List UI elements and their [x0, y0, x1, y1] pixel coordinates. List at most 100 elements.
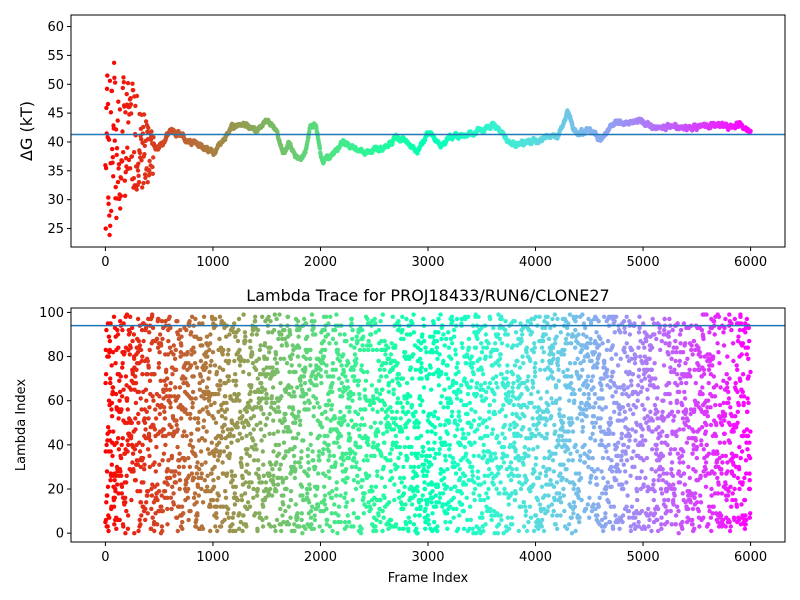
lambda-point	[225, 511, 230, 516]
lambda-point	[226, 515, 231, 520]
lambda-point	[462, 376, 467, 381]
lambda-point	[238, 519, 243, 525]
lambda-point	[175, 528, 180, 534]
lambda-point	[103, 372, 109, 377]
lambda-point	[270, 385, 276, 390]
lambda-point	[355, 480, 361, 485]
lambda-point	[369, 453, 374, 459]
lambda-point	[168, 475, 173, 481]
delta-g-point	[146, 125, 151, 131]
lambda-point	[115, 482, 120, 487]
lambda-point	[105, 524, 110, 529]
lambda-point	[531, 350, 536, 355]
lambda-point	[139, 327, 145, 333]
lambda-point	[369, 484, 374, 489]
lambda-point	[136, 389, 142, 395]
lambda-point	[511, 473, 516, 478]
lambda-point	[283, 453, 288, 459]
lambda-point	[209, 440, 214, 445]
lambda-point	[457, 513, 462, 518]
lambda-point	[422, 486, 428, 492]
lambda-point	[400, 327, 405, 333]
lambda-point	[459, 491, 464, 496]
lambda-point	[271, 327, 277, 333]
lambda-point	[124, 480, 129, 485]
lambda-point	[358, 422, 363, 428]
lambda-point	[116, 416, 121, 421]
lambda-point	[312, 513, 317, 518]
lambda-point	[444, 511, 450, 516]
lambda-point	[411, 352, 416, 357]
lambda-point	[445, 405, 451, 410]
lambda-point	[359, 484, 364, 489]
lambda-point	[337, 332, 343, 337]
lambda-point	[471, 491, 476, 496]
lambda-point	[273, 352, 279, 357]
delta-g-point	[134, 93, 140, 99]
lambda-point	[204, 365, 209, 370]
lambda-point	[109, 407, 114, 412]
lambda-point	[203, 460, 208, 465]
lambda-point	[235, 338, 241, 344]
lambda-point	[275, 429, 281, 434]
lambda-point	[412, 513, 418, 518]
lambda-point	[341, 458, 346, 463]
lambda-point	[249, 480, 254, 485]
delta-g-point	[119, 176, 124, 181]
lambda-point	[227, 528, 232, 534]
lambda-point	[519, 504, 524, 509]
lambda-point	[225, 444, 230, 450]
lambda-point	[429, 429, 434, 434]
lambda-point	[118, 319, 123, 324]
lambda-point	[326, 469, 331, 474]
lambda-point	[404, 522, 409, 527]
lambda-point	[210, 497, 216, 503]
lambda-point	[437, 447, 442, 452]
lambda-point	[427, 453, 433, 459]
lambda-point	[199, 462, 204, 467]
lambda-point	[245, 500, 251, 505]
lambda-point	[288, 332, 293, 337]
delta-g-x-tick-label: 6000	[734, 255, 767, 270]
lambda-point	[518, 486, 524, 492]
lambda-point	[248, 431, 253, 436]
lambda-point	[202, 438, 208, 443]
lambda-point	[148, 438, 153, 443]
lambda-point	[391, 391, 396, 397]
lambda-point	[149, 506, 154, 512]
lambda-point	[293, 502, 299, 507]
lambda-point	[329, 495, 335, 500]
lambda-point	[476, 314, 481, 319]
lambda-point	[205, 484, 210, 489]
lambda-point	[415, 489, 420, 494]
lambda-point	[330, 336, 336, 342]
delta-g-point	[107, 213, 112, 218]
lambda-point	[330, 367, 335, 372]
lambda-point	[466, 314, 471, 319]
lambda-point	[385, 458, 390, 463]
lambda-point	[526, 374, 531, 379]
lambda-point	[185, 383, 191, 388]
lambda-point	[208, 504, 213, 509]
lambda-point	[400, 405, 405, 410]
lambda-point	[225, 352, 231, 357]
lambda-point	[194, 500, 199, 505]
lambda-point	[312, 319, 317, 324]
lambda-point	[401, 491, 407, 496]
lambda-point	[354, 334, 359, 339]
lambda-point	[321, 354, 327, 359]
lambda-point	[298, 383, 304, 388]
lambda-point	[329, 407, 334, 412]
lambda-point	[375, 442, 381, 448]
lambda-point	[246, 484, 251, 489]
lambda-point	[178, 350, 183, 355]
lambda-point	[360, 416, 365, 421]
lambda-point	[397, 495, 402, 500]
lambda-point	[317, 524, 322, 529]
lambda-point	[477, 356, 482, 361]
lambda-point	[170, 372, 175, 377]
lambda-point	[141, 480, 146, 485]
lambda-point	[198, 358, 204, 364]
lambda-point	[460, 427, 465, 432]
lambda-point	[354, 460, 359, 465]
